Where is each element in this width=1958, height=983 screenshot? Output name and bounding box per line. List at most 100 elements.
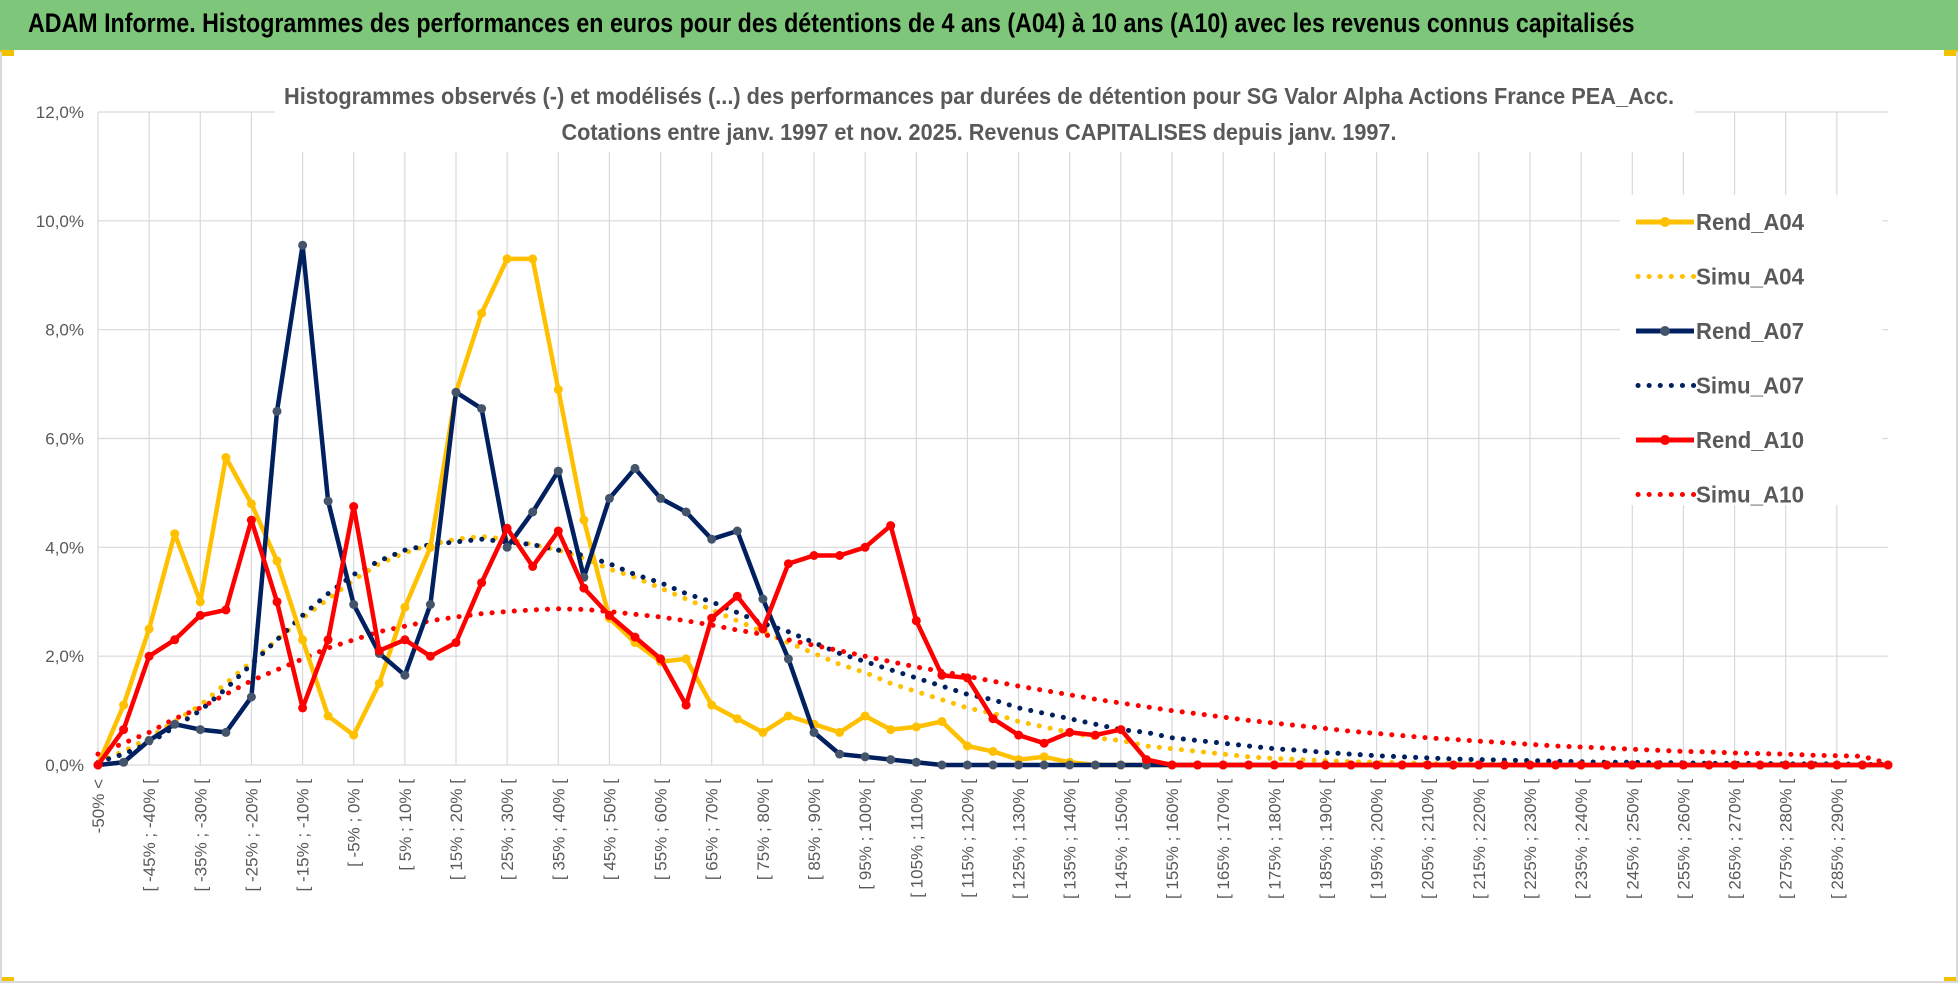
x-tick-label: [ 95% ; 100% [ <box>856 779 875 890</box>
data-point <box>1576 760 1586 770</box>
data-point <box>886 725 896 735</box>
data-point <box>323 496 333 506</box>
data-point <box>1295 760 1305 770</box>
data-point <box>988 746 998 756</box>
data-point <box>1525 760 1535 770</box>
data-point <box>553 466 563 476</box>
data-point <box>1448 760 1458 770</box>
data-point <box>1883 760 1893 770</box>
data-point <box>681 700 691 710</box>
data-point <box>425 600 435 609</box>
data-point <box>656 493 666 503</box>
data-point <box>988 760 998 770</box>
page-title: ADAM Informe. Histogrammes des performan… <box>28 8 1635 38</box>
data-point <box>1372 760 1382 770</box>
data-point <box>119 757 129 767</box>
data-point <box>860 752 870 762</box>
x-tick-label: [ 165% ; 170% [ <box>1214 779 1233 899</box>
data-point <box>1065 727 1075 737</box>
data-point <box>272 597 282 607</box>
y-tick-label: 0,0% <box>45 756 84 775</box>
data-point <box>374 678 384 688</box>
legend-label: Simu_A10 <box>1696 482 1804 508</box>
legend-marker <box>1660 326 1670 336</box>
y-tick-label: 2,0% <box>45 647 84 666</box>
data-point <box>783 654 793 664</box>
data-point <box>1832 760 1842 770</box>
data-point <box>809 551 819 560</box>
corner-mark <box>0 50 14 56</box>
data-point <box>144 624 154 634</box>
legend: Rend_A04 Simu_A04 Rend_A07 Simu_A07 Rend_A10… <box>1620 195 1882 508</box>
series-simu-a10 <box>95 606 1891 766</box>
x-tick-label: [ 15% ; 20% [ <box>447 779 466 880</box>
data-point <box>1014 730 1024 740</box>
data-point <box>835 727 845 737</box>
data-point <box>1244 760 1254 770</box>
data-point <box>528 507 538 517</box>
x-tick-label: [ 185% ; 190% [ <box>1316 779 1335 899</box>
data-point <box>1678 760 1688 770</box>
data-point <box>886 755 896 765</box>
data-point <box>1193 760 1203 770</box>
data-point <box>374 646 384 656</box>
x-tick-label: [ 235% ; 240% [ <box>1572 779 1591 899</box>
x-tick-label: [ 135% ; 140% [ <box>1061 779 1080 899</box>
series-rend-a04 <box>95 256 1888 768</box>
data-point <box>732 526 742 536</box>
data-point <box>911 757 921 767</box>
x-tick-label: [ 145% ; 150% [ <box>1112 779 1131 899</box>
data-point <box>1218 760 1228 770</box>
data-point <box>937 760 947 770</box>
data-point <box>988 714 998 724</box>
data-point <box>707 613 717 623</box>
data-point <box>1346 760 1356 770</box>
data-point <box>451 638 461 648</box>
data-point <box>1806 760 1816 770</box>
x-tick-label: [ 255% ; 260% [ <box>1674 779 1693 899</box>
data-point <box>681 507 691 517</box>
x-tick-label: [ 25% ; 30% [ <box>498 779 517 880</box>
x-tick-label: [ 45% ; 50% [ <box>600 779 619 880</box>
x-tick-label: [ 65% ; 70% [ <box>703 779 722 880</box>
data-point <box>400 602 410 612</box>
legend-label: Rend_A10 <box>1696 427 1804 453</box>
x-tick-label: [ -5% ; 0% [ <box>345 779 364 867</box>
data-point <box>835 749 845 759</box>
data-point <box>502 254 512 264</box>
x-tick-label: [ -45% ; -40% [ <box>140 779 159 892</box>
x-tick-label: [ 245% ; 250% [ <box>1623 779 1642 899</box>
data-point <box>911 616 921 626</box>
data-point <box>553 526 563 536</box>
data-point <box>144 736 154 745</box>
data-point <box>246 499 256 509</box>
data-point <box>477 308 487 318</box>
data-point <box>732 714 742 724</box>
data-point <box>707 700 717 710</box>
title-background <box>275 72 1695 152</box>
y-tick-label: 8,0% <box>45 321 84 340</box>
legend-label: Simu_A07 <box>1696 373 1804 399</box>
data-point <box>170 635 180 645</box>
y-tick-label: 6,0% <box>45 430 84 449</box>
data-point <box>860 542 870 552</box>
x-tick-label: [ 55% ; 60% [ <box>652 779 671 880</box>
data-point <box>886 521 896 531</box>
data-point <box>860 711 870 721</box>
data-point <box>502 542 512 552</box>
data-point <box>349 730 359 740</box>
x-axis-ticks: -50% < [ -45% ; -40% [[ -35% ; -30% [[ -2… <box>89 779 1847 899</box>
data-point <box>1141 755 1151 765</box>
data-point <box>1090 760 1100 770</box>
y-tick-label: 12,0% <box>36 103 84 122</box>
x-tick-label: -50% < <box>89 779 108 833</box>
data-point <box>349 600 359 609</box>
data-point <box>1551 760 1561 770</box>
data-point <box>630 463 640 473</box>
legend-marker <box>1660 435 1670 445</box>
x-tick-label: [ 105% ; 110% [ <box>907 779 926 898</box>
data-point <box>349 502 359 511</box>
x-tick-label: [ 285% ; 290% [ <box>1828 779 1847 899</box>
data-point <box>1039 760 1049 770</box>
data-point <box>451 387 461 397</box>
